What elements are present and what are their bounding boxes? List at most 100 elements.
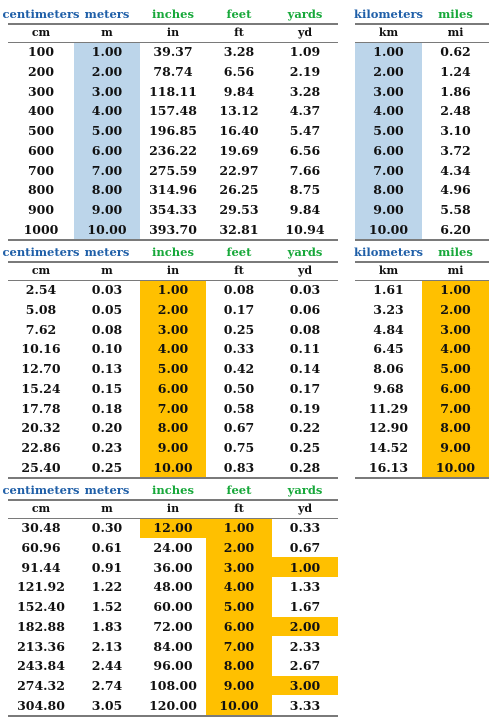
table-cell: 3.00 [91,83,123,99]
table-row: 152.40 1.52 60.00 5.00 1.67 [8,597,338,617]
table-cell: 25.40 [21,459,61,475]
table-cell: 10.00 [435,459,476,475]
table-row: 91.44 0.91 36.00 3.00 1.00 [8,557,338,577]
table-cell: 0.03 [289,282,321,298]
conversion-table: kilometers miles km mi 1.61 1.00 3.23 2.00 4.84 3… [354,243,489,479]
table-row: 6.45 4.00 [355,339,489,359]
table-cell: 1.22 [91,579,123,595]
unit-row: cm m in ft yd [8,23,338,42]
table-cell: 10.94 [285,221,325,237]
table-row: 2.54 0.03 1.00 0.08 0.03 [8,280,338,300]
table-cell: 314.96 [149,182,197,198]
divider [8,477,338,479]
table-cell: 4.37 [289,103,321,119]
table-cell: 0.83 [223,459,255,475]
unit-label: yd [297,502,313,515]
table-cell: 0.61 [91,540,123,556]
table-cell: 182.88 [17,618,65,634]
unit-label: m [101,502,113,515]
highlight-band [272,675,338,696]
column-header: centimeters [2,7,80,21]
table-row: 1.00 0.62 [355,42,489,62]
table-cell: 5.58 [440,201,471,217]
table-row: 16.13 10.00 [355,457,489,477]
divider [8,261,338,263]
table-cell: 304.80 [17,697,65,713]
table-cell: 9.00 [157,439,189,455]
divider [355,477,489,479]
table-cell: 354.33 [149,201,197,217]
table-row: 20.32 0.20 8.00 0.67 0.22 [8,418,338,438]
divider [355,280,489,281]
table-cell: 0.58 [223,400,255,416]
divider [355,23,489,25]
table-cell: 1.00 [157,282,189,298]
table-cell: 4.00 [223,579,255,595]
table-cell: 10.00 [153,459,193,475]
table-cell: 10.00 [87,221,127,237]
table-row: 10.16 0.10 4.00 0.33 0.11 [8,339,338,359]
table-row: 121.92 1.22 48.00 4.00 1.33 [8,577,338,597]
table-cell: 96.00 [153,658,193,674]
highlight-band [140,518,206,538]
table-cell: 0.13 [91,361,123,377]
table-row: 6.00 3.72 [355,141,489,161]
table-cell: 16.40 [219,123,259,139]
column-header: kilometers [353,7,424,21]
unit-label: mi [447,264,464,277]
unit-label: ft [234,502,244,515]
table-cell: 0.75 [223,439,255,455]
highlight-band [74,42,140,239]
column-header: yards [287,245,323,259]
column-header: meters [84,483,130,497]
table-cell: 6.00 [373,142,404,158]
table-cell: 91.44 [21,559,61,575]
table-row: 8.00 4.96 [355,180,489,200]
unit-label: in [166,26,180,39]
table-cell: 213.36 [17,638,65,654]
column-header: centimeters [2,245,80,259]
table-row: 200 2.00 78.74 6.56 2.19 [8,62,338,82]
table-cell: 17.78 [21,400,61,416]
table-cell: 2.44 [91,658,123,674]
table-row: 4.84 3.00 [355,319,489,339]
table-cell: 7.00 [373,162,404,178]
table-cell: 4.00 [440,341,471,357]
table-cell: 3.00 [440,321,471,337]
table-row: 1000 10.00 393.70 32.81 10.94 [8,219,338,239]
table-row: 182.88 1.83 72.00 6.00 2.00 [8,617,338,637]
table-row: 600 6.00 236.22 19.69 6.56 [8,141,338,161]
table-cell: 1.00 [91,44,123,60]
table-cell: 7.00 [91,162,123,178]
table-cell: 2.19 [289,64,321,80]
column-header: yards [287,483,323,497]
table-cell: 9.00 [223,677,255,693]
table-cell: 0.25 [289,439,321,455]
table-row: 14.52 9.00 [355,438,489,458]
header-row: kilometers miles [354,243,489,261]
table-row: 5.08 0.05 2.00 0.17 0.06 [8,300,338,320]
table-cell: 0.15 [91,380,123,396]
table-cell: 32.81 [219,221,259,237]
table-cell: 3.28 [289,83,321,99]
column-header: feet [226,7,252,21]
header-row: centimeters meters inches feet yards [2,5,338,23]
table-cell: 118.11 [149,83,197,99]
column-header: inches [152,483,194,497]
table-cell: 8.06 [373,361,404,377]
table-cell: 10.00 [368,221,409,237]
table-row: 213.36 2.13 84.00 7.00 2.33 [8,636,338,656]
table-cell: 8.00 [91,182,123,198]
table-cell: 120.00 [149,697,197,713]
table-row: 7.62 0.08 3.00 0.25 0.08 [8,319,338,339]
table-cell: 2.13 [91,638,123,654]
table-cell: 2.00 [440,302,471,318]
column-header: meters [84,245,130,259]
table-row: 100 1.00 39.37 3.28 1.09 [8,42,338,62]
divider [8,42,338,43]
unit-label: km [378,26,399,39]
header-row: centimeters meters inches feet yards [2,243,338,261]
column-header: inches [152,7,194,21]
table-cell: 12.70 [21,361,61,377]
table-row: 800 8.00 314.96 26.25 8.75 [8,180,338,200]
